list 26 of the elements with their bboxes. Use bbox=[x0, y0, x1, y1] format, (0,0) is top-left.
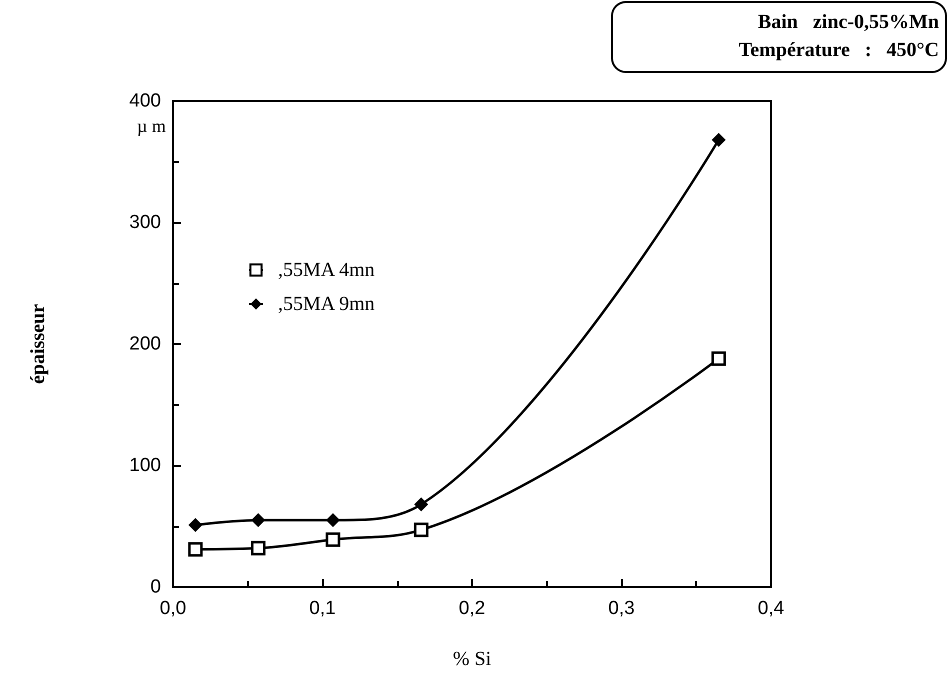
y-tick-label: 100 bbox=[129, 455, 161, 476]
x-tick-label: 0,0 bbox=[160, 598, 186, 619]
x-tick-label: 0,3 bbox=[608, 598, 635, 619]
point bbox=[711, 351, 726, 366]
text: µ m bbox=[137, 116, 166, 136]
point bbox=[326, 513, 340, 528]
point bbox=[188, 542, 203, 557]
y-tick-label: 200 bbox=[129, 334, 161, 354]
legend-label: ,55MA 4mn bbox=[268, 259, 375, 281]
point bbox=[188, 518, 202, 532]
point bbox=[712, 132, 726, 147]
x-tick-label: 0,2 bbox=[458, 598, 486, 619]
text: Bain zinc-0,55%Mn Température : 450°C bbox=[738, 11, 939, 61]
point bbox=[414, 497, 428, 512]
x-tick-label: 0,4 bbox=[758, 598, 785, 619]
point bbox=[326, 532, 340, 547]
point bbox=[251, 513, 266, 528]
y-tick-label: 400 bbox=[129, 90, 161, 112]
y-tick-label: 300 bbox=[129, 212, 161, 233]
x-axis-title: % Si bbox=[452, 648, 492, 670]
legend-label: ,55MA 9mn bbox=[268, 293, 375, 315]
y-tick-label: 0 bbox=[150, 576, 161, 598]
point bbox=[414, 522, 428, 538]
y-axis-title: épaisseur bbox=[27, 304, 49, 384]
x-tick-label: 0,1 bbox=[309, 598, 336, 619]
point bbox=[250, 540, 266, 556]
